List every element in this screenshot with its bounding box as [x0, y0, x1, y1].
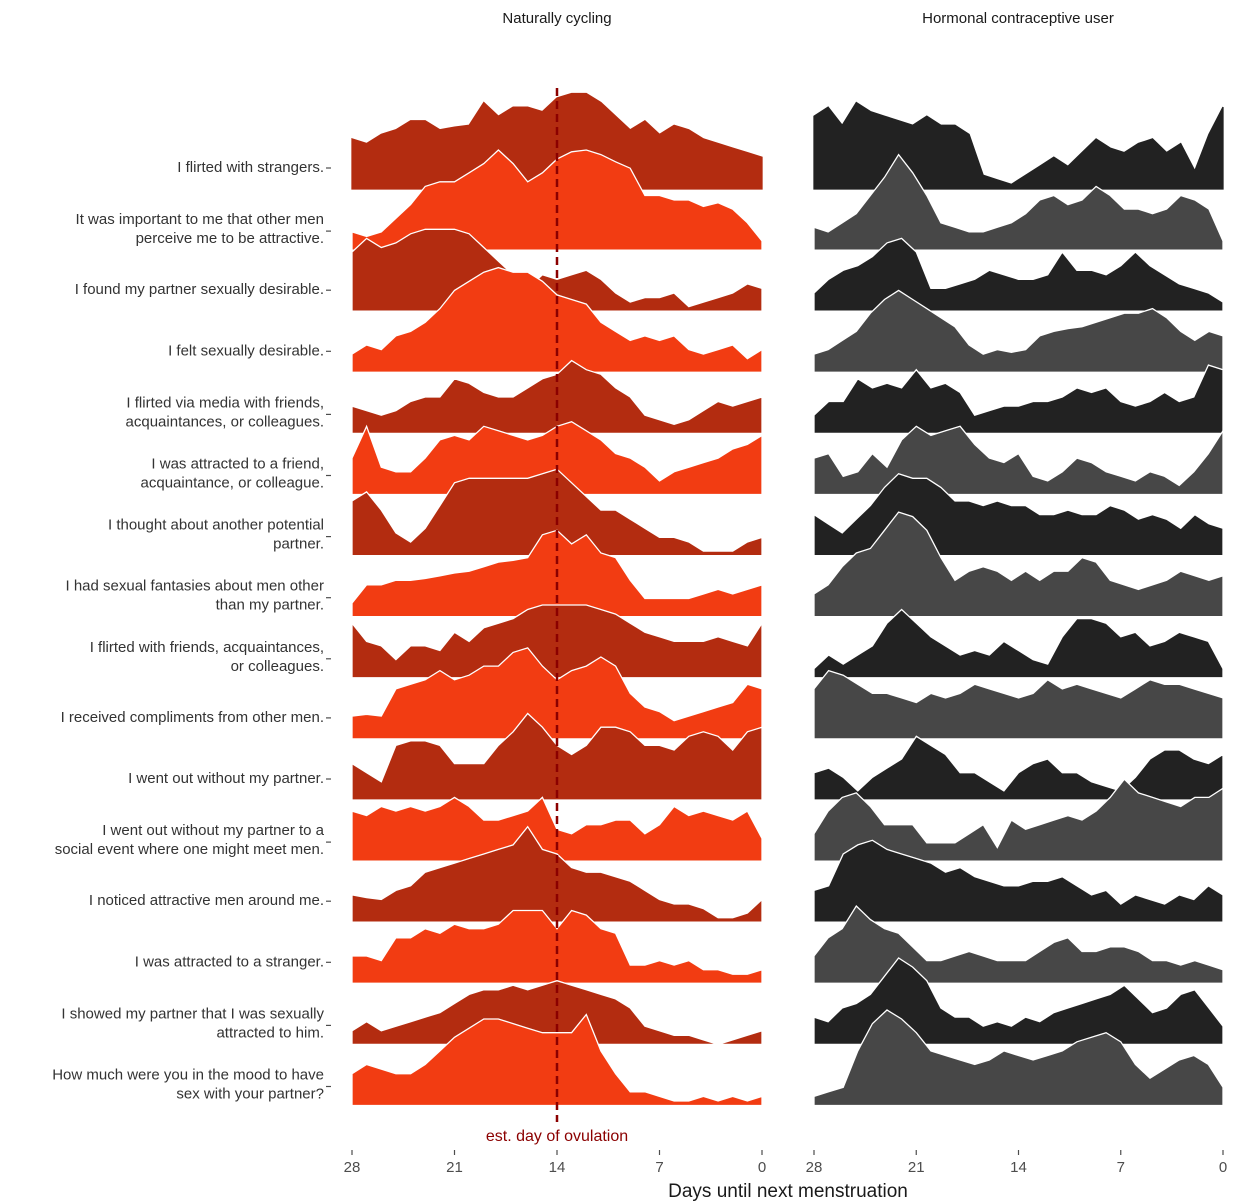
ridge-hc-16-how-much-were-you-in-the-mood-to-have-se [813, 1009, 1224, 1107]
panel-title-naturally-cycling: Naturally cycling [502, 10, 611, 27]
ridge-nc-4-i-felt-sexually-desirable [351, 266, 763, 373]
x-tick-label-nc-21: 21 [446, 1159, 463, 1176]
panel-title-hormonal-contraceptive: Hormonal contraceptive user [922, 10, 1114, 27]
x-tick-label-hc-7: 7 [1117, 1159, 1125, 1176]
ridge-hc-15-i-showed-my-partner-that-i-was-sexually- [813, 957, 1224, 1046]
item-label-4: I felt sexually desirable. [168, 342, 324, 359]
ridges-hormonal-contraceptive [813, 101, 1224, 1107]
ridge-hc-3-i-found-my-partner-sexually-desirable [813, 237, 1224, 312]
item-label-5: I flirted via media with friends, acquain… [126, 394, 324, 430]
item-label-6: I was attracted to a friend, acquaintance… [141, 456, 324, 492]
item-label-1: I flirted with strangers. [177, 159, 324, 176]
ridge-nc-5-i-flirted-via-media-with-friends-acquain [351, 359, 763, 435]
item-label-3: I found my partner sexually desirable. [75, 281, 324, 298]
ridge-hc-4-i-felt-sexually-desirable [813, 289, 1224, 373]
ovulation-label: est. day of ovulation [486, 1128, 628, 1145]
ridge-hc-13-i-noticed-attractive-men-around-me [813, 839, 1224, 923]
ridge-hc-1-i-flirted-with-strangers [813, 101, 1224, 190]
item-label-12: I went out without my partner to a social… [55, 822, 325, 858]
item-label-7: I thought about another potential partner… [108, 517, 324, 553]
ridge-hc-5-i-flirted-via-media-with-friends-acquain [813, 364, 1224, 435]
ridge-hc-9-i-flirted-with-friends-acquaintances-or- [813, 608, 1224, 679]
ridge-hc-11-i-went-out-without-my-partner [813, 735, 1224, 801]
ridge-nc-2-it-was-important-to-me-that-other-men-pe [351, 149, 763, 251]
item-label-11: I went out without my partner. [128, 770, 324, 787]
item-label-8: I had sexual fantasies about men other th… [65, 578, 324, 614]
x-tick-label-hc-14: 14 [1010, 1159, 1027, 1176]
x-tick-label-nc-14: 14 [549, 1159, 566, 1176]
x-axis-hormonal-contraceptive: 28 21 14 7 0 [806, 1150, 1227, 1176]
ridge-hc-14-i-was-attracted-to-a-stranger [813, 904, 1224, 984]
ridge-nc-7-i-thought-about-another-potential-partne [351, 468, 763, 557]
x-tick-label-nc-28: 28 [344, 1159, 361, 1176]
ridge-nc-12-i-went-out-without-my-partner-to-a-socia [351, 796, 763, 862]
ridge-hc-2-it-was-important-to-me-that-other-men-pe [813, 153, 1224, 251]
x-tick-label-nc-7: 7 [655, 1159, 663, 1176]
ridge-hc-10-i-received-compliments-from-other-men [813, 669, 1224, 740]
item-label-9: I flirted with friends, acquaintances, or… [90, 639, 324, 675]
item-label-2: It was important to me that other men per… [76, 211, 324, 247]
x-tick-label-hc-0: 0 [1219, 1159, 1227, 1176]
ridge-hc-6-i-was-attracted-to-a-friend-acquaintance [813, 425, 1224, 496]
x-axis-naturally-cycling: 28 21 14 7 0 [344, 1150, 766, 1176]
item-label-14: I was attracted to a stranger. [135, 953, 324, 970]
ridge-hc-12-i-went-out-without-my-partner-to-a-socia [813, 778, 1224, 862]
item-label-15: I showed my partner that I was sexually a… [61, 1005, 324, 1041]
ridge-nc-16-how-much-were-you-in-the-mood-to-have-se [351, 1013, 763, 1107]
item-label-10: I received compliments from other men. [61, 709, 324, 726]
x-tick-label-nc-0: 0 [758, 1159, 766, 1176]
item-label-13: I noticed attractive men around me. [89, 892, 324, 909]
item-labels: I flirted with strangers. It was importan… [52, 159, 331, 1103]
item-label-16: How much were you in the mood to have sex… [52, 1067, 324, 1103]
x-axis-title: Days until next menstruation [668, 1181, 908, 1202]
x-tick-label-hc-21: 21 [908, 1159, 925, 1176]
x-tick-label-hc-28: 28 [806, 1159, 823, 1176]
ridge-hc-8-i-had-sexual-fantasies-about-men-other-t [813, 511, 1224, 618]
